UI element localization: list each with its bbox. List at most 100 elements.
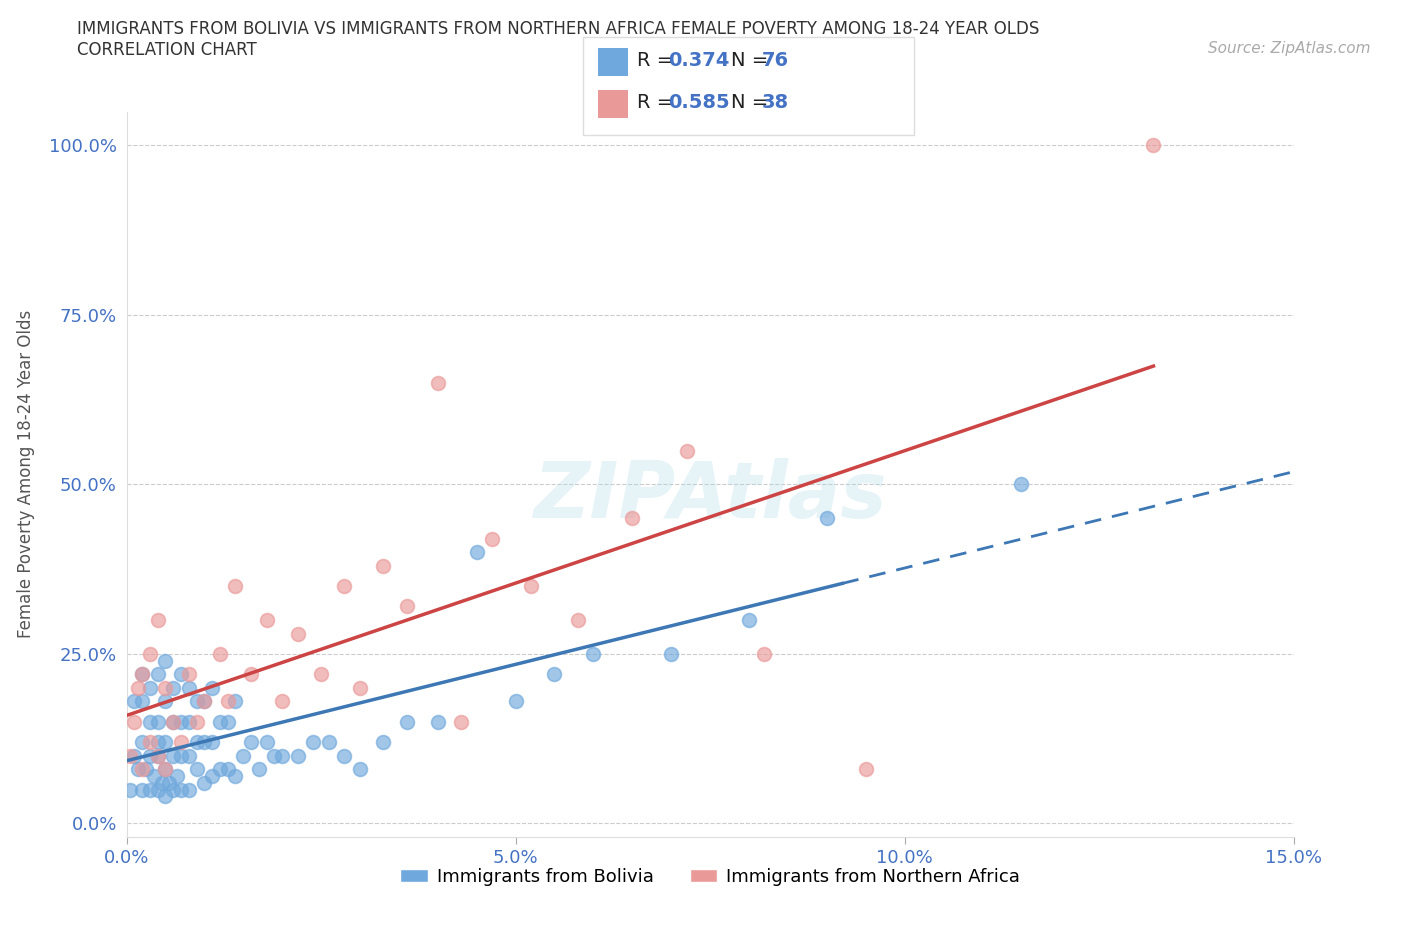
Point [201, 681, 224, 696]
Point [505, 694, 527, 709]
Point [815, 511, 838, 525]
Point [142, 768, 165, 783]
Point [208, 646, 231, 661]
Point [177, 782, 200, 797]
Point [232, 749, 254, 764]
Point [333, 578, 356, 593]
Point [333, 749, 356, 764]
Point [139, 681, 162, 696]
Point [146, 714, 169, 729]
Point [157, 776, 180, 790]
Point [201, 768, 224, 783]
Point [240, 735, 263, 750]
Point [162, 714, 184, 729]
Point [621, 511, 644, 525]
Point [131, 782, 153, 797]
Point [131, 762, 153, 777]
Point [426, 376, 449, 391]
Text: N =: N = [731, 51, 775, 70]
Point [465, 545, 488, 560]
Point [426, 714, 449, 729]
Text: ZIPAtlas: ZIPAtlas [533, 458, 887, 534]
Point [170, 714, 193, 729]
Point [1142, 138, 1164, 153]
Point [177, 749, 200, 764]
Point [146, 782, 169, 797]
Point [155, 735, 177, 750]
Point [177, 667, 200, 682]
Point [170, 782, 193, 797]
Point [170, 735, 193, 750]
Point [208, 714, 231, 729]
Point [124, 714, 146, 729]
Point [162, 749, 184, 764]
Point [127, 681, 149, 696]
Point [146, 735, 169, 750]
Point [395, 599, 418, 614]
Point [193, 694, 215, 709]
Point [162, 782, 184, 797]
Point [481, 531, 503, 546]
Text: CORRELATION CHART: CORRELATION CHART [77, 41, 257, 59]
Point [582, 646, 605, 661]
Point [155, 653, 177, 668]
Point [131, 667, 153, 682]
Point [217, 714, 239, 729]
Point [349, 762, 371, 777]
Point [139, 714, 162, 729]
Point [318, 735, 340, 750]
Text: 38: 38 [762, 93, 789, 112]
Point [155, 789, 177, 804]
Point [186, 694, 208, 709]
Text: Source: ZipAtlas.com: Source: ZipAtlas.com [1208, 41, 1371, 56]
Point [131, 667, 153, 682]
Text: R =: R = [637, 51, 679, 70]
Point [146, 613, 169, 628]
Point [256, 735, 278, 750]
Point [124, 749, 146, 764]
Point [193, 735, 215, 750]
Point [146, 749, 169, 764]
Point [256, 613, 278, 628]
Point [287, 749, 309, 764]
Point [240, 667, 263, 682]
Point [675, 443, 697, 458]
Point [162, 681, 184, 696]
Point [186, 735, 208, 750]
Point [131, 735, 153, 750]
Point [170, 667, 193, 682]
Point [224, 578, 246, 593]
Point [754, 646, 776, 661]
Point [217, 762, 239, 777]
Point [247, 762, 270, 777]
Point [177, 714, 200, 729]
Point [146, 749, 169, 764]
Point [186, 762, 208, 777]
Point [450, 714, 472, 729]
Text: 76: 76 [762, 51, 789, 70]
Point [135, 762, 157, 777]
Point [177, 681, 200, 696]
Point [309, 667, 332, 682]
Point [131, 694, 153, 709]
Point [150, 776, 173, 790]
Y-axis label: Female Poverty Among 18-24 Year Olds: Female Poverty Among 18-24 Year Olds [17, 311, 35, 638]
Point [146, 667, 169, 682]
Point [155, 762, 177, 777]
Legend: Immigrants from Bolivia, Immigrants from Northern Africa: Immigrants from Bolivia, Immigrants from… [394, 861, 1026, 893]
Point [186, 714, 208, 729]
Point [217, 694, 239, 709]
Point [155, 681, 177, 696]
Point [543, 667, 565, 682]
Point [170, 749, 193, 764]
Point [302, 735, 325, 750]
Point [120, 749, 142, 764]
Point [139, 735, 162, 750]
Point [193, 694, 215, 709]
Point [139, 782, 162, 797]
Point [124, 694, 146, 709]
Point [193, 776, 215, 790]
Point [287, 626, 309, 641]
Text: R =: R = [637, 93, 679, 112]
Point [201, 735, 224, 750]
